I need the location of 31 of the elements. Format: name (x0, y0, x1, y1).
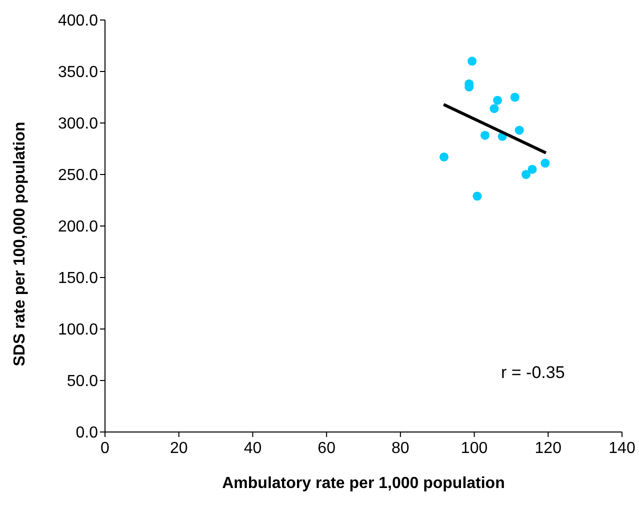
point (490, 104, 499, 114)
x-axis-title: Ambulatory rate per 1,000 population (222, 475, 505, 492)
y-tick-label: 200.0 (58, 218, 98, 236)
x-tick-label: 140 (608, 440, 636, 457)
x-tick-label: 60 (318, 440, 336, 457)
point (521, 170, 530, 180)
point (439, 152, 449, 162)
y-tick-label: 50.0 (66, 373, 98, 390)
point (528, 164, 537, 174)
y-tick-label: 350.0 (58, 64, 98, 82)
point (480, 130, 490, 140)
x-tick-label: 120 (534, 440, 562, 457)
x-tick-label: 0 (100, 440, 110, 457)
point (510, 92, 520, 102)
y-tick-label: 0.0 (76, 424, 98, 442)
point (493, 96, 502, 105)
point (472, 192, 482, 201)
x-tick-label: 100 (460, 440, 488, 457)
y-axis-title: SDS rate per 100,000 population (12, 122, 28, 366)
x-tick-label: 40 (244, 440, 262, 457)
point (468, 56, 477, 66)
y-tick-label: 150.0 (58, 270, 98, 288)
y-tick-label: 300.0 (58, 116, 98, 133)
y-tick-label: 100.0 (58, 322, 98, 339)
x-tick-label: 80 (392, 440, 410, 457)
y-tick-label: 250.0 (58, 167, 98, 184)
annotation: r = -0.35 (501, 363, 565, 383)
y-tick-label: 400.0 (58, 12, 98, 30)
point (540, 158, 550, 168)
point (514, 126, 524, 135)
x-tick-label: 20 (170, 440, 188, 457)
